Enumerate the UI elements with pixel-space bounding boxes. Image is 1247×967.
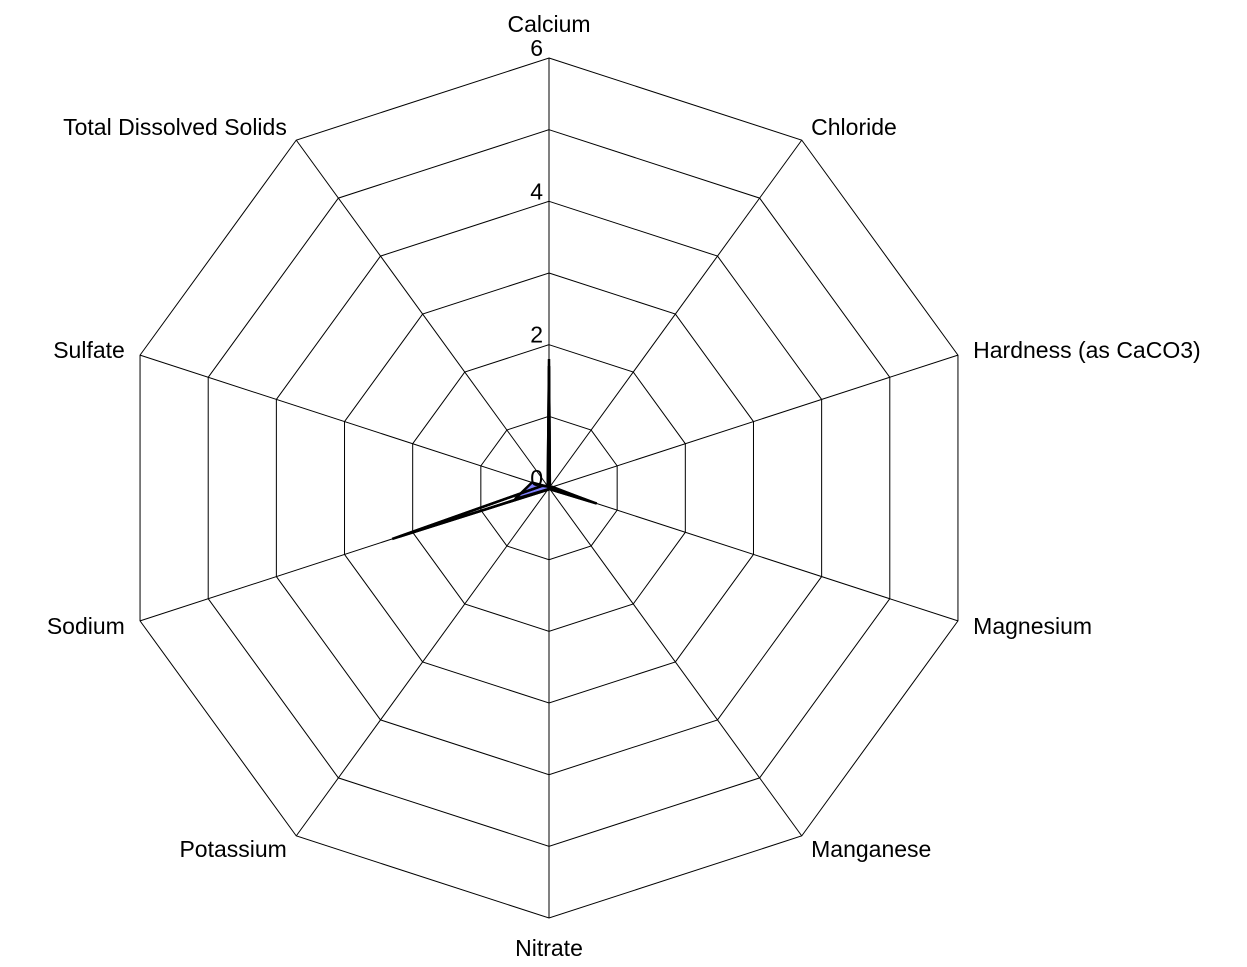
axis-label-potassium: Potassium	[179, 836, 286, 862]
radar-axis-labels: Calcium Chloride Hardness (as CaCO3) Magnes…	[47, 11, 1201, 961]
tick-label-4: 4	[530, 178, 543, 204]
spoke-magnesium	[548, 487, 959, 622]
spoke-chloride	[548, 139, 803, 489]
radar-series	[391, 358, 598, 541]
axis-label-hardness-as-caco3-: Hardness (as CaCO3)	[973, 337, 1201, 363]
series-polygon-3	[391, 366, 598, 541]
tick-label-2: 2	[530, 322, 543, 348]
spoke-total-dissolved-solids	[295, 139, 550, 489]
axis-label-sodium: Sodium	[47, 613, 125, 639]
spoke-manganese	[548, 487, 803, 837]
axis-label-chloride: Chloride	[811, 114, 897, 140]
axis-label-sulfate: Sulfate	[53, 337, 125, 363]
axis-label-calcium: Calcium	[507, 11, 590, 37]
spoke-sulfate	[139, 354, 550, 489]
spoke-potassium	[295, 487, 550, 837]
radar-tick-labels: 0 2 4 6	[530, 35, 543, 491]
axis-label-manganese: Manganese	[811, 836, 931, 862]
spoke-hardness-as-caco3-	[548, 354, 959, 489]
axis-label-magnesium: Magnesium	[973, 613, 1092, 639]
axis-label-total-dissolved-solids: Total Dissolved Solids	[63, 114, 287, 140]
tick-label-6: 6	[530, 35, 543, 61]
tick-label-0: 0	[530, 465, 543, 491]
axis-label-nitrate: Nitrate	[515, 935, 583, 961]
